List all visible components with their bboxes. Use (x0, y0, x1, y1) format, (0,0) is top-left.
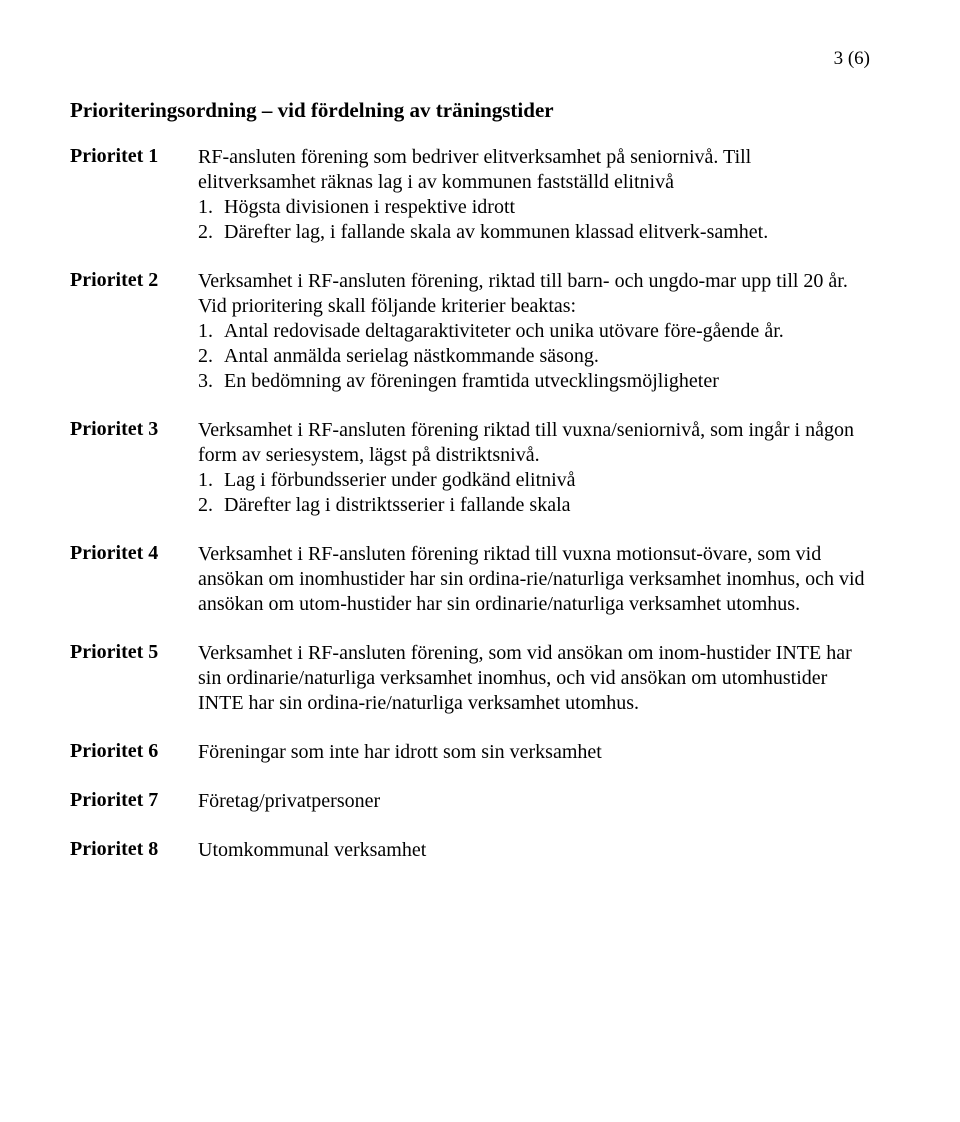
list-number: 1. (198, 468, 224, 493)
priority-intro: RF-ansluten förening som bedriver elitve… (198, 145, 870, 195)
list-text: Antal redovisade deltagaraktiviteter och… (224, 319, 870, 344)
priority-label: Prioritet 8 (70, 838, 198, 887)
priority-label: Prioritet 3 (70, 418, 198, 542)
list-text: Högsta divisionen i respektive idrott (224, 195, 870, 220)
priority-label: Prioritet 1 (70, 145, 198, 269)
section-title: Prioriteringsordning – vid fördelning av… (70, 98, 870, 123)
list-item: 1. Antal redovisade deltagaraktiviteter … (198, 319, 870, 344)
priority-label: Prioritet 7 (70, 789, 198, 838)
priority-row: Prioritet 4 Verksamhet i RF-ansluten för… (70, 542, 870, 641)
priority-intro: Verksamhet i RF-ansluten förening, som v… (198, 641, 870, 716)
priority-intro: Utomkommunal verksamhet (198, 838, 870, 863)
priority-content: RF-ansluten förening som bedriver elitve… (198, 145, 870, 269)
priority-intro: Föreningar som inte har idrott som sin v… (198, 740, 870, 765)
list-item: 2. Därefter lag, i fallande skala av kom… (198, 220, 870, 245)
priority-row: Prioritet 2 Verksamhet i RF-ansluten för… (70, 269, 870, 418)
list-number: 3. (198, 369, 224, 394)
priority-intro: Verksamhet i RF-ansluten förening riktad… (198, 418, 870, 468)
list-text: En bedömning av föreningen framtida utve… (224, 369, 870, 394)
list-text: Antal anmälda serielag nästkommande säso… (224, 344, 870, 369)
priority-row: Prioritet 5 Verksamhet i RF-ansluten för… (70, 641, 870, 740)
list-text: Därefter lag, i fallande skala av kommun… (224, 220, 870, 245)
list-number: 2. (198, 493, 224, 518)
priority-row: Prioritet 3 Verksamhet i RF-ansluten för… (70, 418, 870, 542)
priority-label: Prioritet 5 (70, 641, 198, 740)
priority-intro: Företag/privatpersoner (198, 789, 870, 814)
list-number: 2. (198, 344, 224, 369)
priority-table: Prioritet 1 RF-ansluten förening som bed… (70, 145, 870, 887)
list-item: 1. Högsta divisionen i respektive idrott (198, 195, 870, 220)
priority-intro: Verksamhet i RF-ansluten förening, rikta… (198, 269, 870, 294)
list-number: 2. (198, 220, 224, 245)
list-text: Lag i förbundsserier under godkänd elitn… (224, 468, 870, 493)
priority-row: Prioritet 1 RF-ansluten förening som bed… (70, 145, 870, 269)
priority-content: Verksamhet i RF-ansluten förening, rikta… (198, 269, 870, 418)
priority-intro: Verksamhet i RF-ansluten förening riktad… (198, 542, 870, 617)
priority-subintro: Vid prioritering skall följande kriterie… (198, 294, 870, 319)
priority-content: Föreningar som inte har idrott som sin v… (198, 740, 870, 789)
priority-content: Verksamhet i RF-ansluten förening riktad… (198, 418, 870, 542)
priority-label: Prioritet 6 (70, 740, 198, 789)
priority-row: Prioritet 6 Föreningar som inte har idro… (70, 740, 870, 789)
list-item: 2. Därefter lag i distriktsserier i fall… (198, 493, 870, 518)
list-item: 1. Lag i förbundsserier under godkänd el… (198, 468, 870, 493)
priority-row: Prioritet 8 Utomkommunal verksamhet (70, 838, 870, 887)
list-number: 1. (198, 195, 224, 220)
priority-label: Prioritet 2 (70, 269, 198, 418)
priority-row: Prioritet 7 Företag/privatpersoner (70, 789, 870, 838)
priority-content: Verksamhet i RF-ansluten förening, som v… (198, 641, 870, 740)
list-text: Därefter lag i distriktsserier i falland… (224, 493, 870, 518)
list-number: 1. (198, 319, 224, 344)
list-item: 3. En bedömning av föreningen framtida u… (198, 369, 870, 394)
priority-content: Verksamhet i RF-ansluten förening riktad… (198, 542, 870, 641)
page-number: 3 (6) (70, 48, 870, 70)
priority-content: Företag/privatpersoner (198, 789, 870, 838)
priority-label: Prioritet 4 (70, 542, 198, 641)
list-item: 2. Antal anmälda serielag nästkommande s… (198, 344, 870, 369)
priority-content: Utomkommunal verksamhet (198, 838, 870, 887)
